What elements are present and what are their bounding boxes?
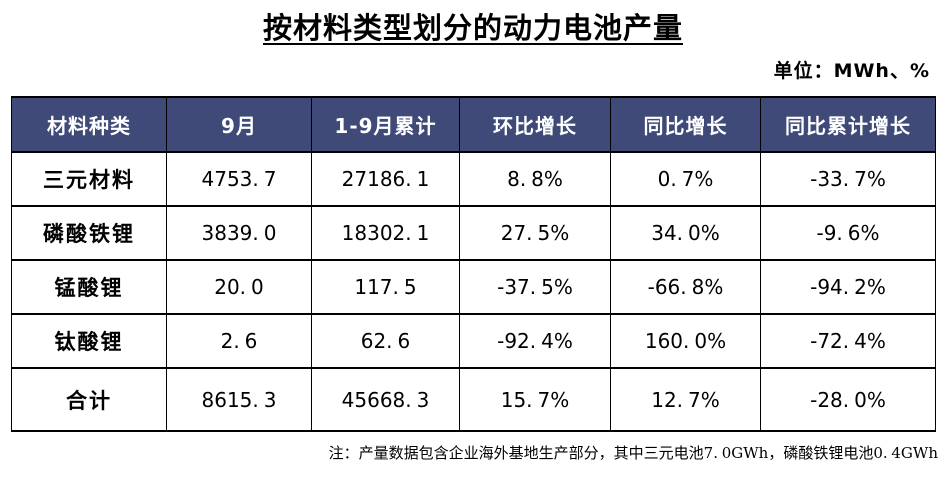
cell-mom-growth: 15. 7% — [459, 367, 611, 432]
cell-september: 3839. 0 — [166, 205, 312, 261]
cell-material: 锰酸锂 — [11, 259, 167, 315]
header-row: 材料种类 9月 1-9月累计 环比增长 同比增长 同比累计增长 — [11, 96, 936, 153]
unit-label: 单位：MWh、% — [773, 60, 930, 82]
cell-cumulative: 62. 6 — [311, 313, 460, 369]
cell-september: 2. 6 — [166, 313, 312, 369]
table-row-ternary: 三元材料 4753. 7 27186. 1 8. 8% 0. 7% -33. 7… — [11, 151, 936, 207]
cell-yoy-cumulative-growth: -9. 6% — [760, 205, 936, 261]
cell-cumulative: 117. 5 — [311, 259, 460, 315]
cell-yoy-cumulative-growth: -28. 0% — [760, 367, 936, 432]
cell-cumulative: 45668. 3 — [311, 367, 460, 432]
cell-mom-growth: 8. 8% — [459, 151, 611, 207]
cell-yoy-cumulative-growth: -94. 2% — [760, 259, 936, 315]
cell-yoy-growth: 0. 7% — [610, 151, 761, 207]
table-row-lfp: 磷酸铁锂 3839. 0 18302. 1 27. 5% 34. 0% -9. … — [11, 205, 936, 261]
col-header-jan-sep-cumulative: 1-9月累计 — [311, 96, 460, 153]
cell-material: 磷酸铁锂 — [11, 205, 167, 261]
cell-yoy-growth: -66. 8% — [610, 259, 761, 315]
col-header-yoy-cumulative-growth: 同比累计增长 — [760, 96, 936, 153]
table-row-lmo: 锰酸锂 20. 0 117. 5 -37. 5% -66. 8% -94. 2% — [11, 259, 936, 315]
cell-cumulative: 18302. 1 — [311, 205, 460, 261]
cell-mom-growth: -37. 5% — [459, 259, 611, 315]
cell-september: 8615. 3 — [166, 367, 312, 432]
cell-material: 合计 — [11, 367, 167, 432]
cell-september: 4753. 7 — [166, 151, 312, 207]
cell-yoy-growth: 34. 0% — [610, 205, 761, 261]
cell-material: 钛酸锂 — [11, 313, 167, 369]
col-header-yoy-growth: 同比增长 — [610, 96, 761, 153]
cell-september: 20. 0 — [166, 259, 312, 315]
cell-mom-growth: -92. 4% — [459, 313, 611, 369]
cell-mom-growth: 27. 5% — [459, 205, 611, 261]
col-header-september: 9月 — [166, 96, 312, 153]
cell-yoy-growth: 12. 7% — [610, 367, 761, 432]
table-row-total: 合计 8615. 3 45668. 3 15. 7% 12. 7% -28. 0… — [11, 367, 936, 432]
footnote: 注：产量数据包含企业海外基地生产部分，其中三元电池7. 0GWh，磷酸铁锂电池0… — [328, 444, 938, 462]
cell-yoy-cumulative-growth: -72. 4% — [760, 313, 936, 369]
table-row-lto: 钛酸锂 2. 6 62. 6 -92. 4% 160. 0% -72. 4% — [11, 313, 936, 369]
cell-yoy-cumulative-growth: -33. 7% — [760, 151, 936, 207]
col-header-material: 材料种类 — [11, 96, 167, 153]
page-title: 按材料类型划分的动力电池产量 — [262, 11, 683, 45]
cell-cumulative: 27186. 1 — [311, 151, 460, 207]
cell-yoy-growth: 160. 0% — [610, 313, 761, 369]
battery-production-table: 材料种类 9月 1-9月累计 环比增长 同比增长 同比累计增长 三元材料 475… — [11, 96, 936, 432]
col-header-mom-growth: 环比增长 — [459, 96, 611, 153]
cell-material: 三元材料 — [11, 151, 167, 207]
